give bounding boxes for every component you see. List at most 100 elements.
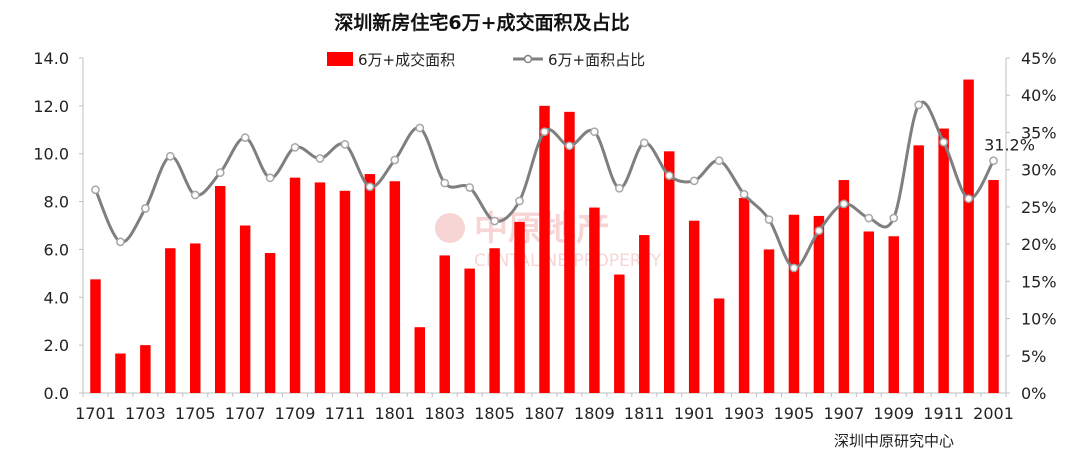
x-axis-tick-label: 1807 bbox=[524, 404, 565, 423]
left-axis-tick-label: 14.0 bbox=[33, 49, 69, 68]
share-point-1905 bbox=[789, 263, 799, 273]
share-point-1811 bbox=[639, 138, 649, 148]
left-axis-tick-label: 0.0 bbox=[44, 384, 69, 403]
share-point-1901 bbox=[689, 176, 699, 186]
data-labels: 31.2% bbox=[984, 136, 1035, 155]
bar-1902 bbox=[713, 298, 725, 393]
right-axis-tick-label: 10% bbox=[1021, 310, 1057, 329]
right-axis-tick-label: 30% bbox=[1021, 161, 1057, 180]
bar-1808 bbox=[564, 111, 575, 393]
bar-1812 bbox=[663, 151, 675, 393]
bar-1705 bbox=[190, 243, 201, 393]
right-axis-tick-label: 40% bbox=[1021, 86, 1057, 105]
bar-1806 bbox=[514, 221, 525, 393]
share-point-1702 bbox=[116, 237, 125, 247]
watermark-logo-icon bbox=[435, 213, 465, 243]
share-point-1810 bbox=[614, 183, 624, 193]
bar-1709 bbox=[289, 177, 301, 393]
share-point-1908 bbox=[864, 213, 874, 223]
x-axis-tick-label: 1905 bbox=[774, 404, 815, 423]
share-point-1801 bbox=[390, 155, 400, 165]
chart-legend: 6万+成交面积 6万+面积占比 bbox=[327, 51, 645, 69]
bar-1706 bbox=[214, 186, 226, 393]
x-axis-tick-label: 1805 bbox=[474, 404, 515, 423]
right-axis-tick-label: 0% bbox=[1021, 384, 1046, 403]
bar-1905 bbox=[788, 214, 800, 393]
x-axis-tick-label: 1801 bbox=[374, 404, 415, 423]
bar-1702 bbox=[115, 353, 126, 393]
bar-1903 bbox=[738, 197, 750, 393]
bar-1703 bbox=[140, 345, 151, 393]
share-point-1910 bbox=[914, 100, 924, 110]
left-axis-tick-label: 6.0 bbox=[44, 240, 69, 259]
share-point-1912 bbox=[964, 194, 973, 204]
bar-1907 bbox=[838, 180, 850, 393]
axes: 0.0 2.0 4.0 6.0 8.0 10.0 12.0 14.0 0% 5% 10% 15% 20%… bbox=[33, 49, 1056, 423]
bar-1801 bbox=[389, 181, 401, 393]
x-axis-tick-label: 1911 bbox=[923, 404, 964, 423]
bar-1712 bbox=[364, 174, 376, 393]
x-axis-tick-label: 1803 bbox=[424, 404, 465, 423]
right-axis-tick-label: 25% bbox=[1021, 198, 1057, 217]
bar-1701 bbox=[90, 279, 101, 393]
x-axis-tick-label: 1711 bbox=[325, 404, 366, 423]
share-point-1903 bbox=[739, 189, 749, 199]
share-point-1705 bbox=[190, 190, 200, 200]
x-axis-tick-label: 1701 bbox=[75, 404, 116, 423]
legend-line-label: 6万+面积占比 bbox=[548, 51, 645, 69]
share-point-1807 bbox=[540, 127, 549, 137]
share-point-1804 bbox=[465, 183, 475, 192]
share-point-1711 bbox=[340, 140, 350, 149]
x-axis-tick-label: 2001 bbox=[973, 404, 1014, 423]
legend-bar-swatch bbox=[327, 52, 353, 66]
bar-1711 bbox=[339, 190, 351, 393]
bar-1809 bbox=[589, 207, 600, 393]
share-point-1806 bbox=[515, 196, 524, 206]
bar-1908 bbox=[863, 231, 875, 393]
left-axis-tick-label: 10.0 bbox=[33, 145, 69, 164]
x-axis-tick-label: 1809 bbox=[574, 404, 615, 423]
left-axis-tick-label: 12.0 bbox=[33, 97, 69, 116]
right-axis-tick-label: 20% bbox=[1021, 235, 1057, 254]
x-axis-tick-label: 1901 bbox=[674, 404, 715, 423]
bar-1802 bbox=[414, 327, 426, 393]
bar-1708 bbox=[264, 253, 276, 393]
bar-1911 bbox=[938, 128, 949, 393]
share-point-1802 bbox=[415, 123, 425, 133]
bar-1805 bbox=[489, 248, 500, 393]
share-point-1909 bbox=[889, 213, 899, 223]
x-axis-tick-label: 1907 bbox=[823, 404, 864, 423]
bar-1804 bbox=[464, 268, 475, 393]
share-point-1812 bbox=[664, 171, 674, 180]
bar-1904 bbox=[763, 249, 775, 393]
share-point-1703 bbox=[141, 204, 150, 213]
share-point-1704 bbox=[165, 151, 175, 161]
right-axis-tick-label: 45% bbox=[1021, 49, 1057, 68]
x-axis-tick-label: 1903 bbox=[724, 404, 765, 423]
right-axis-tick-label: 35% bbox=[1021, 123, 1057, 142]
right-axis-tick-label: 15% bbox=[1021, 272, 1057, 291]
share-point-1803 bbox=[440, 178, 450, 188]
share-point-1707 bbox=[240, 133, 250, 143]
x-axis-tick-label: 1909 bbox=[873, 404, 914, 423]
legend-line-marker bbox=[523, 54, 533, 64]
line-series bbox=[91, 100, 998, 273]
share-point-1907 bbox=[839, 199, 849, 209]
left-axis-tick-label: 8.0 bbox=[44, 193, 69, 212]
x-axis-tick-label: 1811 bbox=[624, 404, 665, 423]
share-point-1902 bbox=[714, 156, 724, 166]
left-axis-tick-label: 4.0 bbox=[44, 288, 69, 307]
legend-bar-label: 6万+成交面积 bbox=[358, 51, 455, 69]
share-point-1911 bbox=[939, 137, 948, 147]
bar-1803 bbox=[439, 255, 450, 393]
share-point-1701 bbox=[91, 185, 100, 195]
x-axis-tick-label: 1703 bbox=[125, 404, 166, 423]
share-point-1706 bbox=[215, 168, 225, 177]
right-axis-tick-label: 5% bbox=[1021, 347, 1046, 366]
bar-series bbox=[90, 79, 999, 394]
share-point-1808 bbox=[565, 141, 574, 151]
left-axis-tick-label: 2.0 bbox=[44, 336, 69, 355]
bar-2001 bbox=[988, 180, 999, 393]
